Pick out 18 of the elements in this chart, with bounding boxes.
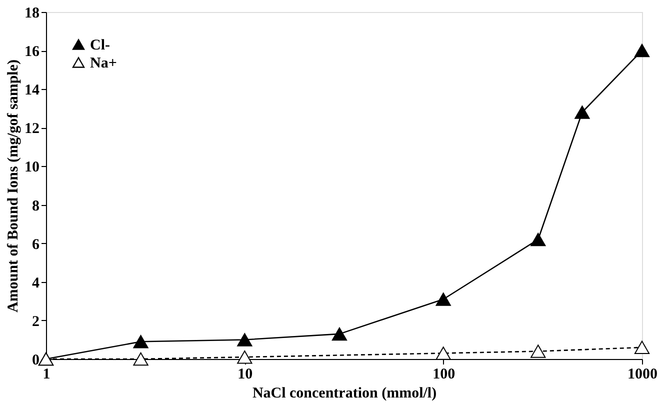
y-tick-label: 0 <box>32 352 40 368</box>
y-tick-label: 10 <box>24 160 40 176</box>
x-tick-label: 100 <box>432 366 456 382</box>
y-tick-label: 18 <box>24 6 40 22</box>
y-tick-label: 14 <box>24 82 40 99</box>
y-tick-label: 8 <box>32 198 40 214</box>
y-axis-title: Amount of Bound Ions (mg/gof sample) <box>6 60 22 312</box>
y-tick-label: 12 <box>24 121 40 138</box>
legend-label: Cl- <box>90 38 110 54</box>
y-tick-label: 2 <box>32 314 40 330</box>
y-tick-label: 16 <box>24 44 40 60</box>
x-tick-label: 1000 <box>628 366 658 382</box>
legend-label: Na+ <box>90 56 117 72</box>
x-tick-label: 1 <box>42 366 50 382</box>
y-tick-label: 6 <box>32 236 40 253</box>
x-axis-title: NaCl concentration (mmol/l) <box>252 386 437 402</box>
y-tick-label: 4 <box>32 275 40 292</box>
x-tick-label: 10 <box>238 366 253 382</box>
